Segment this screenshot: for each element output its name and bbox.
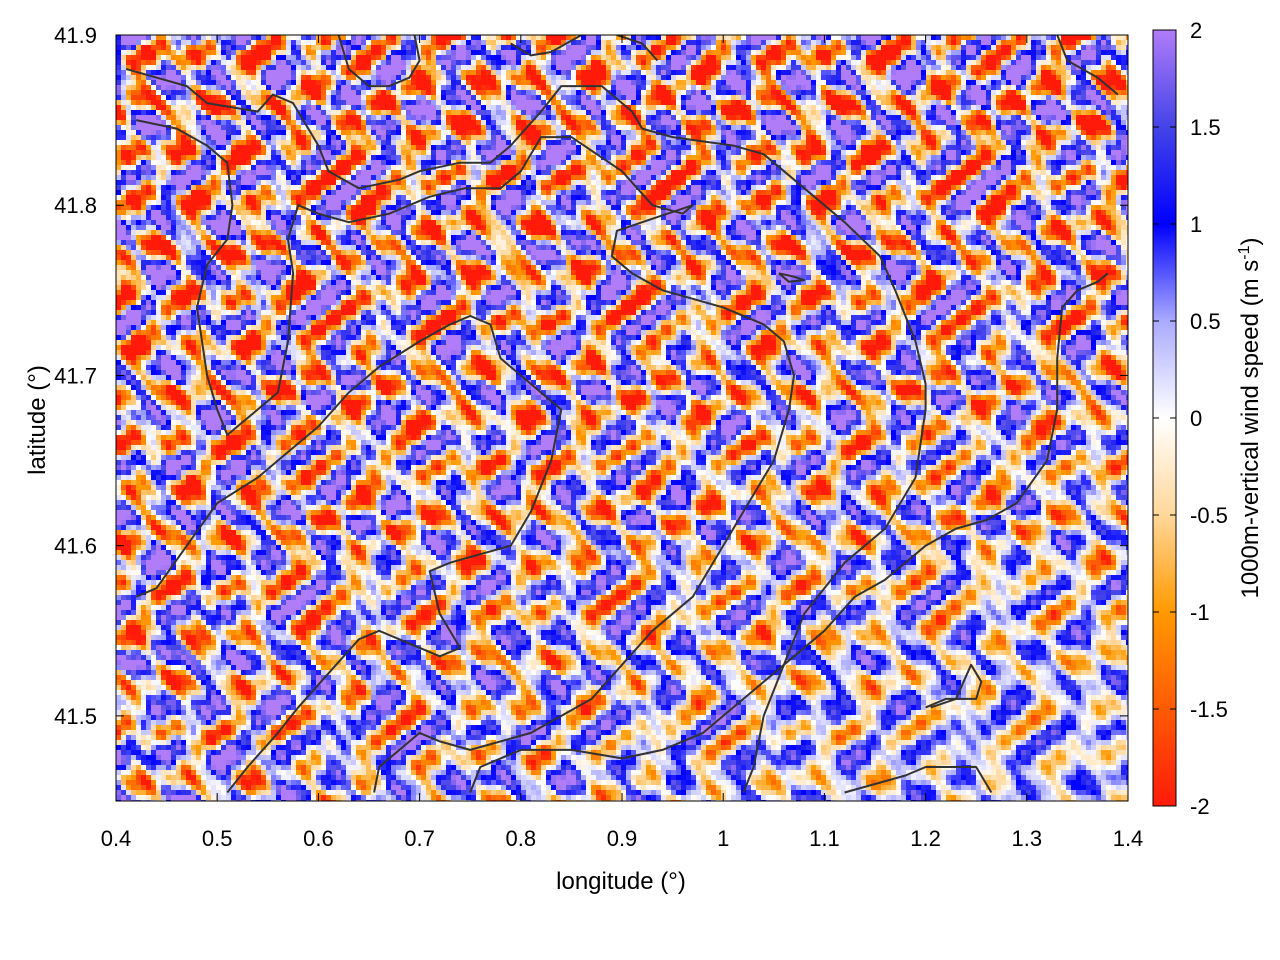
- y-tick-label: 41.7: [54, 363, 97, 388]
- x-tick-label: 1.1: [809, 826, 840, 851]
- x-tick-label: 1.4: [1113, 826, 1144, 851]
- x-axis-title: longitude (°): [556, 868, 686, 895]
- colorbar-tick-label: -2: [1190, 794, 1210, 819]
- y-axis-title: latitude (°): [24, 365, 51, 475]
- x-tick-label: 1: [717, 826, 729, 851]
- colorbar-tick-label: 0: [1190, 406, 1202, 431]
- x-tick-label: 0.4: [101, 826, 132, 851]
- y-tick-label: 41.6: [54, 534, 97, 559]
- x-tick-label: 1.2: [910, 826, 941, 851]
- colorbar-tick-label: 2: [1190, 18, 1202, 43]
- colorbar-tick-label: -1: [1190, 600, 1210, 625]
- colorbar-title: 1000m-vertical wind speed (m s-1): [1236, 237, 1264, 598]
- colorbar-tick-label: 0.5: [1190, 309, 1221, 334]
- x-tick-label: 0.6: [303, 826, 334, 851]
- x-tick-label: 0.8: [506, 826, 537, 851]
- x-tick-label: 1.3: [1012, 826, 1043, 851]
- y-tick-label: 41.9: [54, 23, 97, 48]
- colorbar-tick-label: -0.5: [1190, 503, 1228, 528]
- colorbar-tick-label: -1.5: [1190, 697, 1228, 722]
- y-tick-label: 41.8: [54, 193, 97, 218]
- colorbar-tick-label: 1.5: [1190, 115, 1221, 140]
- x-tick-label: 0.7: [404, 826, 435, 851]
- colorbar-tick-label: 1: [1190, 212, 1202, 237]
- x-tick-label: 0.9: [607, 826, 638, 851]
- x-tick-label: 0.5: [202, 826, 233, 851]
- y-tick-label: 41.5: [54, 704, 97, 729]
